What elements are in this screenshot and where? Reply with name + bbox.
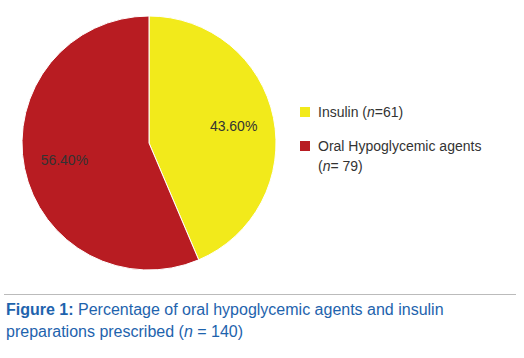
- legend: Insulin (n=61) Oral Hypoglycemic agents (…: [300, 102, 500, 190]
- legend-item: Insulin (n=61): [300, 102, 500, 122]
- legend-label: Oral Hypoglycemic agents (n= 79): [318, 138, 481, 174]
- italic-n: n: [323, 158, 331, 174]
- legend-swatch: [300, 141, 310, 151]
- caption-rule: [4, 294, 516, 295]
- pie-slice: [22, 16, 199, 270]
- legend-item: Oral Hypoglycemic agents (n= 79): [300, 136, 500, 176]
- italic-n: n: [184, 323, 193, 340]
- pie: [22, 16, 276, 270]
- data-label: 43.60%: [210, 118, 257, 134]
- italic-n: n: [367, 104, 375, 120]
- data-label: 56.40%: [41, 152, 88, 168]
- legend-swatch: [300, 107, 310, 117]
- caption: Figure 1: Percentage of oral hypoglycemi…: [6, 299, 516, 343]
- caption-label: Figure 1:: [6, 301, 74, 318]
- legend-label: Insulin (n=61): [318, 104, 403, 120]
